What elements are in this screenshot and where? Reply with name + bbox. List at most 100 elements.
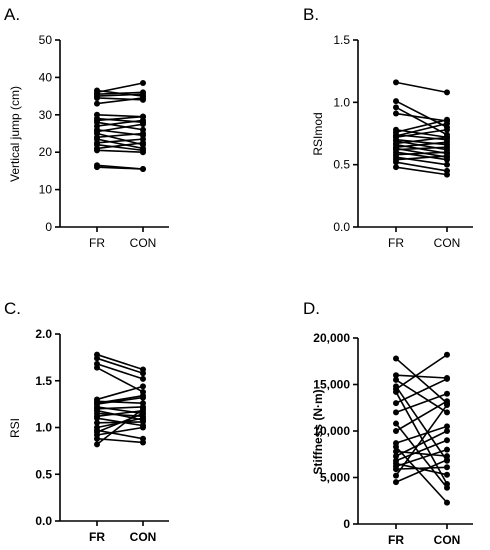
p1-series-line [395,136,448,145]
panel-c-rsi: C. RSI 0.0 0.5 1.0 1.5 2.0 FR CON [4,299,169,544]
p3-point-con [444,428,450,434]
plot-area-a: 0 10 20 30 40 50 FR CON [39,33,169,250]
p2-point-fr [94,355,100,362]
p2-point-con [140,383,146,390]
p0-series-line [96,142,144,150]
p1-point-fr [393,110,399,117]
p3-series-line [395,439,448,462]
plot-area-c: 0.0 0.5 1.0 1.5 2.0 FR CON [35,327,169,544]
y-axis-title-c: RSI [8,418,22,438]
p1-y-tick-label: 0.5 [333,158,350,172]
plot-area-d: 0 5,000 10,000 15,000 20,000 FR CON [313,331,473,547]
p3-series-line [395,459,448,483]
p0-point-con [140,80,146,87]
p2-series-line [96,409,144,418]
p0-series-line [96,91,144,96]
p3-point-fr [393,443,399,450]
p3-point-fr [393,420,399,427]
p0-series-line [96,115,144,122]
p2-point-fr [94,435,100,442]
p3-y-tick-label: 0 [343,517,350,531]
p0-y-tick-label: 10 [39,183,53,197]
p3-point-con [444,456,450,463]
p1-point-con [444,161,450,168]
p0-point-fr [94,100,100,107]
p2-series-line [96,396,144,405]
p3-x-tick-label: CON [434,533,461,547]
p2-series-line [96,408,144,445]
p3-series-line [395,393,448,414]
p1-series-line [395,122,448,137]
p1-y-tick-label: 1.0 [333,95,350,109]
p0-series-line [96,143,144,152]
p0-series-line [96,166,144,170]
p1-point-fr [393,159,399,166]
p0-point-fr [94,147,100,154]
p2-y-tick-label: 0.5 [35,467,52,481]
p2-x-tick-label: CON [130,530,157,544]
p1-point-con [444,144,450,151]
p0-y-tick-label: 40 [39,70,53,84]
p0-series-line [96,119,144,127]
p3-point-fr [393,372,399,379]
p3-series-line [395,425,448,444]
p1-series-line [395,100,448,128]
p0-series-line [96,97,144,105]
p2-point-con [140,370,146,377]
p1-point-con [444,134,450,141]
p3-series-line [395,357,448,404]
p3-point-fr [393,376,399,383]
p3-point-con [444,437,450,444]
p0-series-line [96,82,144,94]
p1-series-line [395,81,448,94]
y-axis-title-a: Vertical jump (cm) [8,86,22,182]
p0-point-con [140,130,146,137]
p0-point-con [140,94,146,101]
p3-point-fr [393,466,399,473]
p0-series-line [96,114,144,118]
p1-point-fr [393,164,399,171]
p2-y-tick-label: 1.0 [35,421,52,435]
p3-point-fr [393,448,399,455]
p1-series-line [395,141,448,149]
p1-series-line [395,161,448,172]
p3-point-con [444,446,450,453]
p3-point-con [444,390,450,397]
panel-label-c: C. [4,299,21,318]
p3-point-con [444,409,450,416]
p2-point-con [140,405,146,412]
p1-y-tick-label: 0.0 [333,220,350,234]
p0-y-tick-label: 20 [39,145,53,159]
p2-point-con [140,394,146,401]
p1-series-line [395,146,448,151]
p1-point-fr [393,104,399,111]
p1-x-tick-label: CON [434,236,461,250]
p2-point-con [140,415,146,422]
p3-y-tick-label: 20,000 [313,331,350,345]
p2-point-con [140,375,146,382]
p3-point-con [444,471,450,478]
p0-point-con [140,166,146,173]
p3-point-con [444,401,450,408]
p2-series-line [96,426,144,436]
p3-y-tick-label: 10,000 [313,424,350,438]
p3-series-line [395,462,448,476]
p0-point-fr [94,164,100,171]
p3-point-con [444,375,450,382]
p1-y-tick-label: 1.5 [333,33,350,47]
p3-series-line [395,385,448,462]
p3-series-line [395,404,448,477]
p2-y-tick-label: 1.5 [35,374,52,388]
p2-point-con [140,424,146,431]
p2-series-line [96,353,144,371]
p2-y-tick-label: 2.0 [35,327,52,341]
p1-point-con [444,139,450,146]
p0-series-line [96,132,144,146]
p3-series-line [395,466,448,470]
p0-series-line [96,93,144,97]
p1-series-line [395,155,448,161]
p1-point-fr [393,79,399,86]
p0-point-fr [94,94,100,101]
p1-series-line [395,106,448,136]
p2-series-line [96,363,144,380]
